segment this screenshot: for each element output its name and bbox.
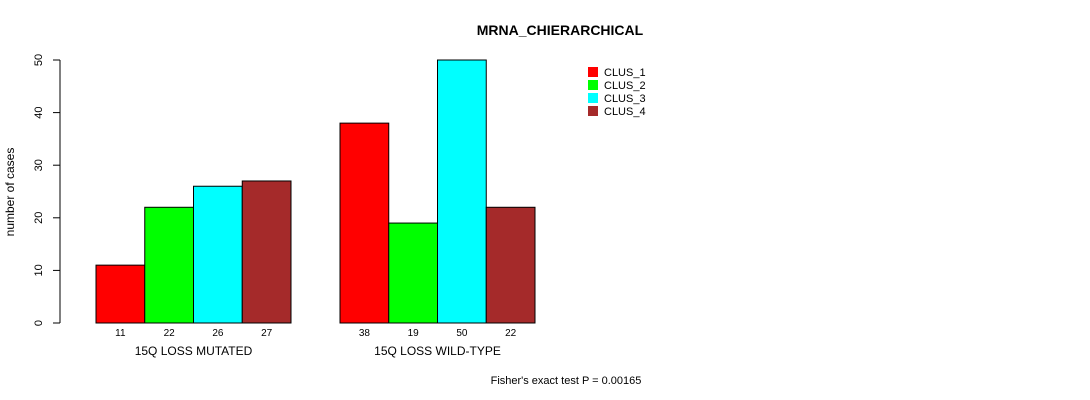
y-axis: 0 10 20 30 40 50: [33, 54, 61, 326]
chart-title: MRNA_CHIERARCHICAL: [477, 22, 644, 38]
legend-label-clus-2: CLUS_2: [604, 80, 646, 92]
bar-value-label: 50: [456, 328, 468, 339]
bar-mutated-clus-4: [241, 180, 292, 324]
y-tick-label-0: 0: [33, 320, 45, 326]
legend-swatch-clus-4: [588, 106, 598, 116]
bars: [95, 59, 536, 324]
bar-value-labels: 11 22 26 27 38 19 50 22: [115, 328, 516, 339]
bar-mutated-clus-1: [95, 264, 146, 324]
bar-wild-type-clus-4: [485, 206, 536, 324]
y-tick-label-30: 30: [33, 159, 45, 171]
y-tick-label-10: 10: [33, 264, 45, 276]
y-tick-label-20: 20: [33, 212, 45, 224]
y-axis-label: number of cases: [3, 148, 17, 237]
bar-value-label: 22: [164, 328, 176, 339]
y-tick-label-40: 40: [33, 106, 45, 118]
group-label-wild-type: 15Q LOSS WILD-TYPE: [374, 344, 501, 358]
legend-label-clus-4: CLUS_4: [604, 106, 646, 118]
bar-value-label: 27: [261, 328, 273, 339]
group-labels: 15Q LOSS MUTATED 15Q LOSS WILD-TYPE: [135, 344, 501, 358]
y-tick-label-50: 50: [33, 54, 45, 66]
bar-wild-type-clus-2: [388, 222, 438, 324]
bar-wild-type-clus-1: [339, 122, 390, 324]
bar-wild-type-clus-3: [437, 59, 487, 324]
group-label-mutated: 15Q LOSS MUTATED: [135, 344, 253, 358]
fisher-test-footer: Fisher's exact test P = 0.00165: [491, 375, 642, 387]
bar-mutated-clus-2: [144, 206, 194, 324]
legend-label-clus-3: CLUS_3: [604, 93, 646, 105]
legend-swatch-clus-2: [588, 80, 598, 90]
bar-value-label: 11: [115, 328, 126, 339]
legend-label-clus-1: CLUS_1: [604, 67, 646, 79]
legend-swatch-clus-3: [588, 93, 598, 103]
bar-value-label: 19: [408, 328, 420, 339]
legend-swatch-clus-1: [588, 67, 598, 77]
bar-value-label: 22: [505, 328, 517, 339]
bar-value-label: 26: [212, 328, 224, 339]
bar-mutated-clus-3: [193, 185, 243, 324]
bar-value-label: 38: [359, 328, 371, 339]
